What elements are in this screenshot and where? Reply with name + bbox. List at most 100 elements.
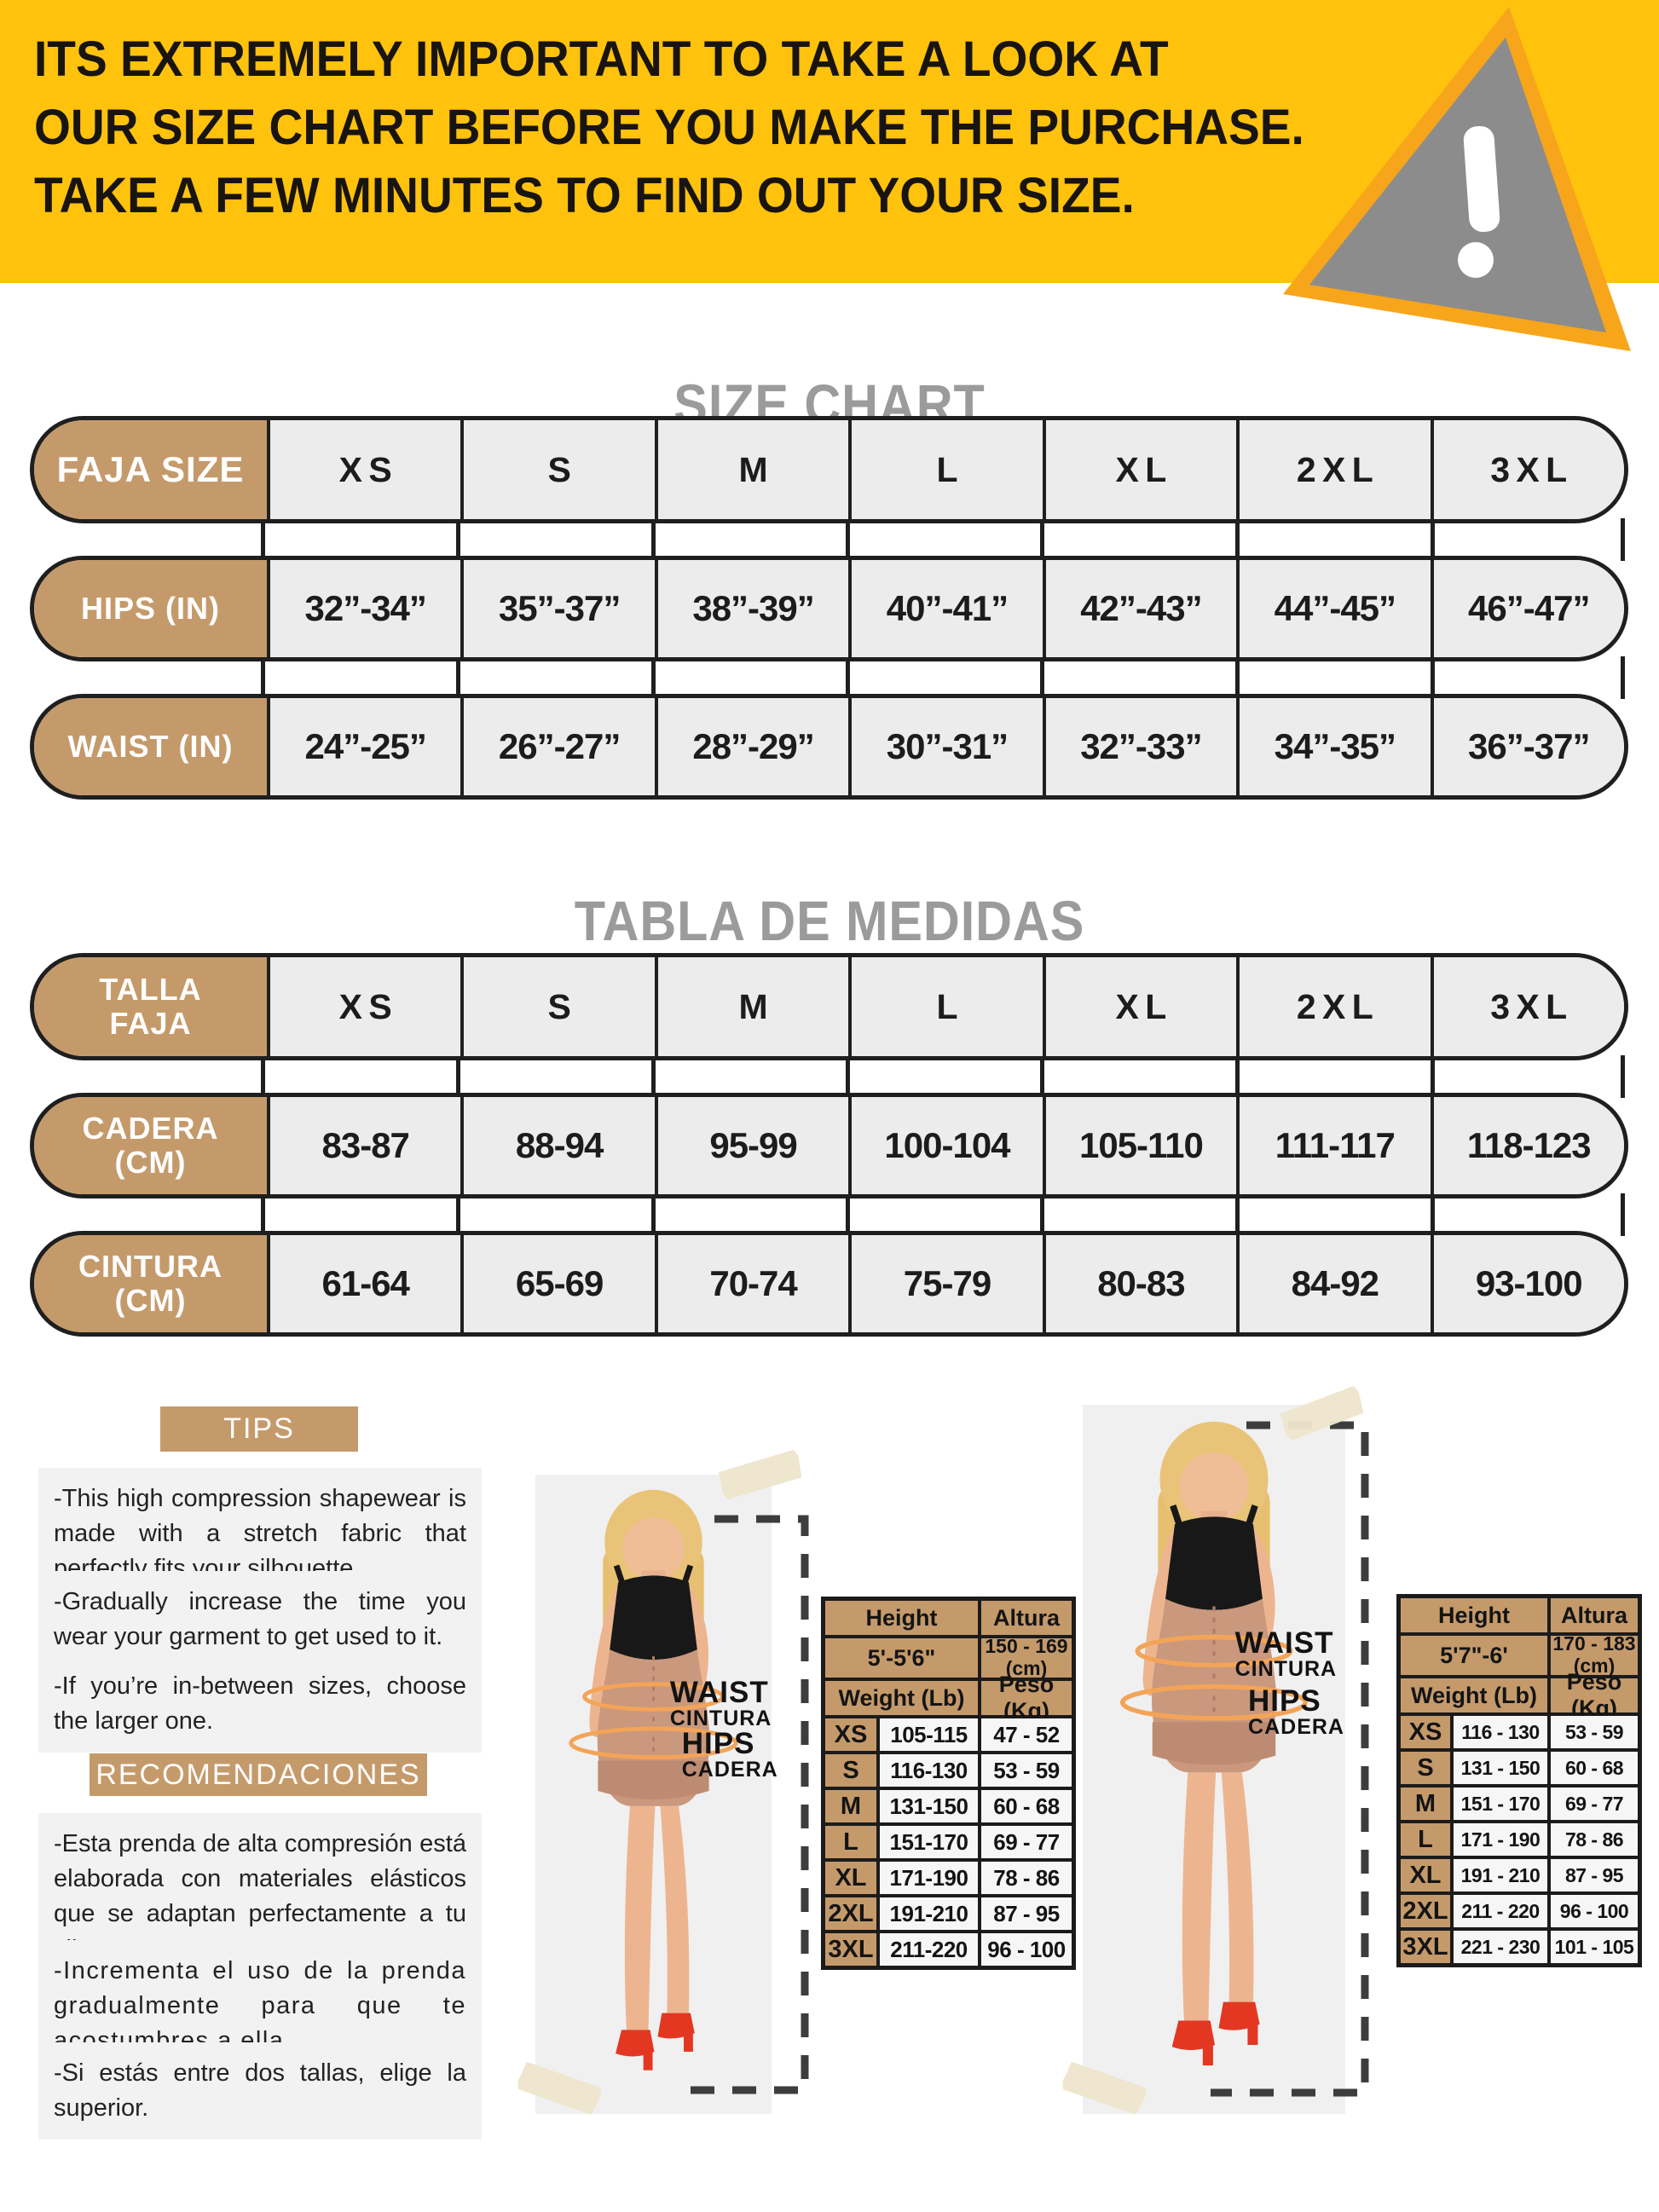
size-cell: XS [825, 1718, 876, 1751]
weight-table-tall: Height Altura 5'7"-6' 170 - 183 (cm) Wei… [1396, 1594, 1642, 1967]
weight-cell: 151 - 170 [1454, 1788, 1547, 1820]
weight-cell: 191 - 210 [1454, 1859, 1547, 1891]
hips-value-cell: 32”-34” [267, 560, 461, 657]
recomendaciones-badge: RECOMENDACIONES [90, 1753, 427, 1796]
size-cell: S [1401, 1752, 1450, 1784]
size-cell: XS [267, 420, 461, 519]
size-cell: L [1401, 1823, 1450, 1856]
size-cell: XS [267, 957, 461, 1056]
cintura-value-cell: 84-92 [1236, 1235, 1431, 1332]
size-cell: S [460, 957, 655, 1056]
peso-cell: 87 - 95 [1551, 1859, 1638, 1891]
altura-header: Altura [981, 1601, 1072, 1635]
waist-value-cell: 34”-35” [1236, 698, 1431, 795]
corner-header-cell: TALLA FAJA [34, 957, 267, 1056]
waist-value-cell: 30”-31” [848, 698, 1043, 795]
tip-item: -Gradually increase the time you wear yo… [38, 1571, 482, 1669]
cintura-value-cell: 93-100 [1430, 1235, 1624, 1332]
size-cell: S [460, 420, 655, 519]
cintura-value-cell: 75-79 [848, 1235, 1043, 1332]
peso-cell: 53 - 59 [981, 1754, 1072, 1787]
corner-header-cell: FAJA SIZE [34, 420, 267, 519]
size-cell: XS [1401, 1716, 1450, 1748]
height-header: Height [825, 1601, 978, 1635]
table-connectors [30, 518, 1628, 561]
hips-value-cell: 44”-45” [1236, 560, 1431, 657]
cadera-value-cell: 83-87 [267, 1097, 461, 1194]
waist-label: WAIST CINTURA [1234, 1626, 1338, 1681]
peso-cell: 78 - 86 [1551, 1823, 1638, 1856]
waist-row: WAIST (IN) 24”-25” 26”-27” 28”-29” 30”-3… [30, 694, 1628, 800]
peso-cell: 101 - 105 [1551, 1931, 1638, 1963]
altura-range: 150 - 169 (cm) [981, 1635, 1072, 1679]
table-connectors [30, 656, 1628, 699]
cadera-value-cell: 88-94 [460, 1097, 655, 1194]
size-cell: M [654, 420, 849, 519]
model-photo-left: WAIST CINTURA HIPS CADERA [535, 1475, 777, 2114]
weight-cell: 116-130 [880, 1754, 978, 1787]
hips-label: HIPS CADERA [1248, 1684, 1344, 1739]
weight-cell: 105-115 [880, 1718, 978, 1751]
weight-cell: 171-190 [880, 1862, 978, 1894]
hips-row: HIPS (IN) 32”-34” 35”-37” 38”-39” 40”-41… [30, 556, 1628, 661]
row-label-cell: HIPS (IN) [34, 560, 267, 657]
waist-value-cell: 32”-33” [1042, 698, 1237, 795]
table-connectors [30, 1193, 1628, 1236]
weight-cell: 171 - 190 [1454, 1823, 1547, 1856]
tabla-header-row: TALLA FAJA XS S M L XL 2XL 3XL [30, 953, 1628, 1060]
weight-cell: 116 - 130 [1454, 1716, 1547, 1748]
cadera-value-cell: 95-99 [654, 1097, 849, 1194]
size-cell: XL [1042, 957, 1237, 1056]
size-cell: M [654, 957, 849, 1056]
size-cell: 2XL [1236, 957, 1431, 1056]
cintura-value-cell: 80-83 [1042, 1235, 1237, 1332]
size-cell: XL [825, 1862, 876, 1894]
weight-cell: 131 - 150 [1454, 1752, 1547, 1784]
recomendacion-item: -Si estás entre dos tallas, elige la sup… [38, 2042, 482, 2140]
cintura-value-cell: 61-64 [267, 1235, 461, 1332]
hips-value-cell: 46”-47” [1430, 560, 1624, 657]
size-chart-header-row: FAJA SIZE XS S M L XL 2XL 3XL [30, 416, 1628, 523]
row-label-cell: CINTURA (CM) [34, 1235, 267, 1332]
altura-range: 170 - 183 (cm) [1551, 1632, 1638, 1677]
shapewear-model-illustration [535, 1475, 772, 2114]
size-cell: XL [1401, 1859, 1450, 1891]
tips-badge: TIPS [160, 1406, 358, 1452]
banner-line-2: OUR SIZE CHART BEFORE YOU MAKE THE PURCH… [34, 100, 1304, 155]
peso-cell: 87 - 95 [981, 1897, 1072, 1930]
cadera-value-cell: 100-104 [848, 1097, 1043, 1194]
size-cell: 2XL [825, 1897, 876, 1930]
cintura-row: CINTURA (CM) 61-64 65-69 70-74 75-79 80-… [30, 1231, 1628, 1337]
waist-value-cell: 26”-27” [460, 698, 655, 795]
size-cell: XL [1042, 420, 1237, 519]
cadera-value-cell: 111-117 [1236, 1097, 1431, 1194]
banner-line-1: ITS EXTREMELY IMPORTANT TO TAKE A LOOK A… [34, 32, 1169, 87]
peso-cell: 96 - 100 [981, 1933, 1072, 1966]
weight-cell: 221 - 230 [1454, 1931, 1547, 1963]
weight-cell: 151-170 [880, 1826, 978, 1858]
banner-line-3: TAKE A FEW MINUTES TO FIND OUT YOUR SIZE… [34, 168, 1135, 223]
peso-cell: 60 - 68 [981, 1790, 1072, 1822]
hips-value-cell: 35”-37” [460, 560, 655, 657]
model-photo-right: WAIST CINTURA HIPS CADERA [1083, 1405, 1345, 2114]
weight-cell: 131-150 [880, 1790, 978, 1822]
size-cell: 2XL [1401, 1895, 1450, 1927]
banner-text: ITS EXTREMELY IMPORTANT TO TAKE A LOOK A… [34, 26, 1304, 230]
waist-value-cell: 36”-37” [1430, 698, 1624, 795]
altura-header: Altura [1551, 1598, 1638, 1632]
hips-value-cell: 40”-41” [848, 560, 1043, 657]
peso-header: Peso (Kg) [981, 1672, 1072, 1724]
size-cell: L [825, 1826, 876, 1858]
height-range: 5'-5'6" [825, 1638, 978, 1678]
weight-header: Weight (Lb) [1401, 1678, 1547, 1712]
weight-cell: 191-210 [880, 1897, 978, 1930]
size-cell: L [848, 957, 1043, 1056]
warning-triangle-icon [1283, 7, 1631, 351]
size-cell: M [1401, 1788, 1450, 1820]
size-cell: 2XL [1236, 420, 1431, 519]
weight-cell: 211-220 [880, 1933, 978, 1966]
hips-label: HIPS CADERA [681, 1727, 778, 1782]
size-cell: 3XL [825, 1933, 876, 1966]
peso-cell: 47 - 52 [981, 1718, 1072, 1751]
hips-value-cell: 38”-39” [654, 560, 849, 657]
